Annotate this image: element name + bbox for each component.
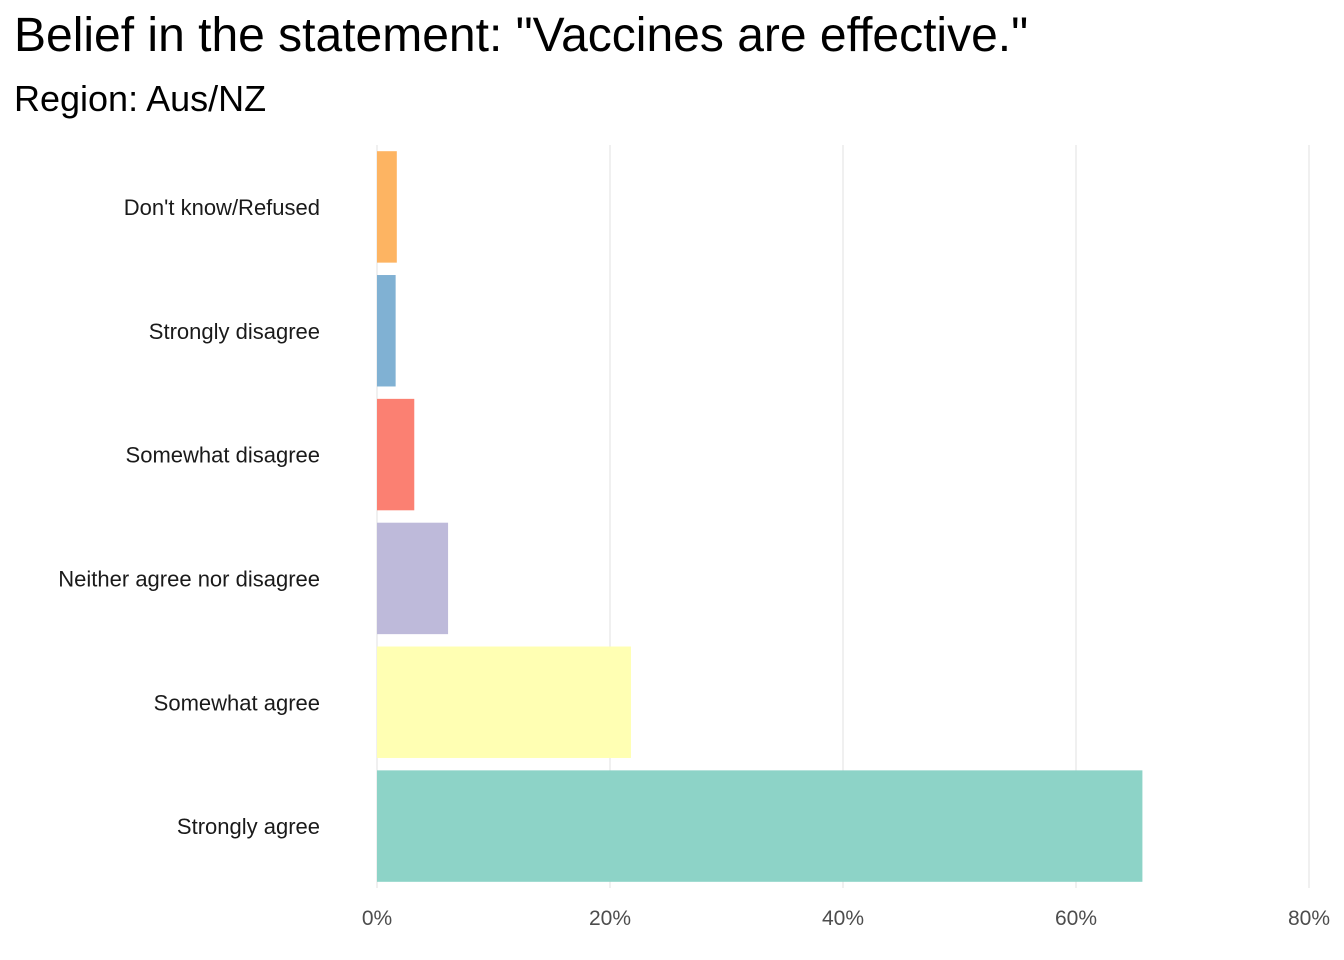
bar	[377, 770, 1143, 882]
bars	[377, 151, 1143, 882]
bar	[377, 398, 415, 511]
x-tick-label: 60%	[1055, 907, 1097, 930]
category-label: Neither agree nor disagree	[58, 566, 320, 591]
bar	[377, 275, 396, 387]
gridlines	[376, 145, 1310, 888]
x-tick-label: 0%	[362, 907, 392, 930]
category-label: Don't know/Refused	[124, 195, 320, 220]
bar	[377, 151, 397, 263]
x-axis-tick-labels: 0% 20% 40% 60% 80%	[362, 907, 1330, 930]
x-tick-label: 20%	[589, 907, 631, 930]
category-label: Somewhat disagree	[126, 443, 320, 468]
category-labels: Don't know/Refused Strongly disagree Somew…	[58, 195, 320, 839]
x-tick-label: 40%	[822, 907, 864, 930]
category-label: Strongly disagree	[149, 319, 320, 344]
chart-subtitle: Region: Aus/NZ	[14, 78, 267, 119]
bar	[377, 522, 449, 635]
chart-title: Belief in the statement: "Vaccines are e…	[14, 9, 1029, 62]
x-tick-label: 80%	[1288, 907, 1330, 930]
category-label: Strongly agree	[177, 814, 320, 839]
category-label: Somewhat agree	[154, 690, 320, 715]
bar	[377, 646, 631, 758]
